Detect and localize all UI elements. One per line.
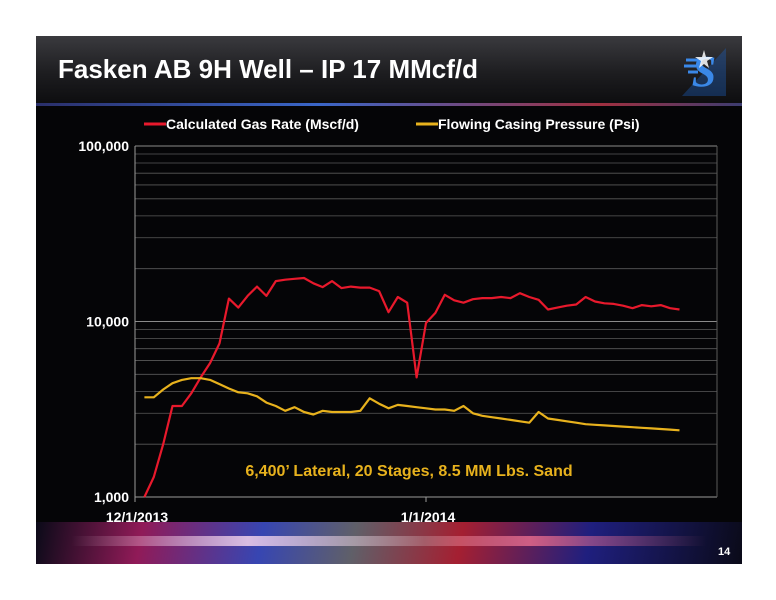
chart-annotation: 6,400’ Lateral, 20 Stages, 8.5 MM Lbs. S…	[245, 463, 572, 480]
y-tick-label: 100,000	[78, 138, 129, 154]
x-tick-label: 1/1/2014	[401, 509, 456, 525]
chart: 1,000 10,000 100,000 12/1/2013 1/1/2014 Calc…	[36, 106, 742, 525]
title-underline	[36, 103, 742, 106]
legend-label-casing-pressure: Flowing Casing Pressure (Psi)	[438, 116, 640, 132]
y-tick-label: 10,000	[86, 314, 129, 330]
legend: Calculated Gas Rate (Mscf/d) Flowing Casi…	[144, 116, 640, 132]
x-tick-label: 12/1/2013	[106, 509, 168, 525]
series-layer	[143, 276, 680, 498]
axes: 1,000 10,000 100,000 12/1/2013 1/1/2014	[78, 138, 718, 525]
slide: Fasken AB 9H Well – IP 17 MMcf/d S 1,000…	[36, 36, 742, 564]
plot-area-background	[36, 106, 742, 522]
series-line-gas-rate	[143, 276, 680, 498]
company-logo-icon: S	[682, 47, 726, 96]
gridlines	[135, 145, 717, 498]
decorative-light-streak-highlight	[36, 536, 742, 546]
legend-label-gas-rate: Calculated Gas Rate (Mscf/d)	[166, 116, 359, 132]
page-number: 14	[718, 546, 731, 558]
page-title: Fasken AB 9H Well – IP 17 MMcf/d	[58, 54, 478, 84]
title-bar	[36, 36, 742, 104]
y-tick-label: 1,000	[94, 489, 129, 505]
series-line-casing-pressure	[144, 377, 680, 432]
